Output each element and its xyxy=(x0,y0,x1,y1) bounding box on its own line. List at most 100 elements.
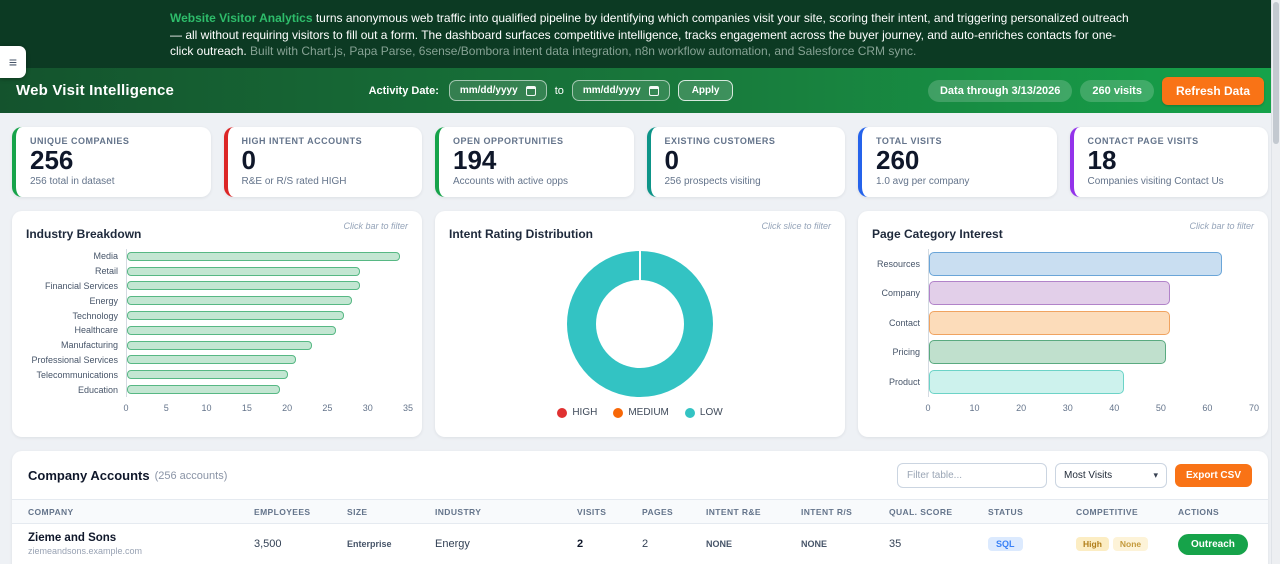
chart-bar-row: Resources xyxy=(872,249,1254,279)
axis-category-label: Manufacturing xyxy=(60,340,118,351)
actions-cell: Outreach xyxy=(1178,533,1252,555)
sort-select[interactable]: Most Visits ▾ xyxy=(1054,463,1167,488)
intro-text: Website Visitor Analytics turns anonymou… xyxy=(170,10,1130,60)
column-header[interactable]: VISITS xyxy=(577,506,607,517)
column-header[interactable]: EMPLOYEES xyxy=(254,506,311,517)
apply-button[interactable]: Apply xyxy=(677,80,734,101)
chart-bar[interactable] xyxy=(929,251,1222,276)
column-header[interactable]: INTENT R&E xyxy=(706,506,761,517)
chart-bar[interactable] xyxy=(127,281,360,291)
chart-bar[interactable] xyxy=(127,355,296,365)
axis-tick-label: 20 xyxy=(1016,402,1027,413)
chart-title: Industry Breakdown xyxy=(26,227,142,241)
chart-bar-track xyxy=(126,322,408,338)
chart-bar-track xyxy=(126,352,408,368)
kpi-label: CONTACT PAGE VISITS xyxy=(1087,136,1199,146)
intent-re-cell: NONE xyxy=(706,539,733,549)
main-content: UNIQUE COMPANIES 256 256 total in dataset H… xyxy=(0,113,1280,564)
page-category-chart: Page Category Interest Click bar to filt… xyxy=(858,211,1268,437)
header-right-group: Data through 3/13/2026 260 visits Refres… xyxy=(927,76,1264,105)
calendar-icon[interactable] xyxy=(525,85,536,96)
chart-bar[interactable] xyxy=(127,385,280,395)
axis-category-label: Technology xyxy=(72,310,118,321)
scrollbar[interactable] xyxy=(1271,0,1280,564)
date-range-to-label: to xyxy=(554,84,564,97)
chart-bar[interactable] xyxy=(929,281,1171,306)
column-header[interactable]: ACTIONS xyxy=(1178,506,1220,517)
axis-category-label: Product xyxy=(888,376,920,387)
refresh-data-button[interactable]: Refresh Data xyxy=(1161,76,1264,105)
chart-hint: Click bar to filter xyxy=(1189,221,1254,231)
outreach-button[interactable]: Outreach xyxy=(1178,533,1248,555)
axis-category-label: Resources xyxy=(876,258,920,269)
kpi-card: EXISTING CUSTOMERS 0 256 prospects visitin… xyxy=(646,127,845,197)
company-cell: Zieme and Sons ziemeandsons.example.com xyxy=(28,531,254,557)
chart-bar[interactable] xyxy=(127,296,352,306)
chart-bar-row: Company xyxy=(872,278,1254,308)
axis-tick-label: 60 xyxy=(1202,402,1213,413)
chart-bar[interactable] xyxy=(127,266,360,276)
chart-bar[interactable] xyxy=(127,311,344,321)
data-through-badge: Data through 3/13/2026 xyxy=(927,79,1073,102)
column-header[interactable]: INDUSTRY xyxy=(435,506,482,517)
date-from-input[interactable]: mm/dd/yyyy xyxy=(448,80,547,101)
kpi-value: 0 xyxy=(241,145,256,175)
column-header[interactable]: COMPANY xyxy=(28,506,74,517)
legend-item[interactable]: LOW xyxy=(684,407,723,418)
status-cell: SQL xyxy=(988,537,1076,551)
activity-date-label: Activity Date: xyxy=(368,84,439,97)
axis-category-label: Media xyxy=(93,251,118,262)
chart-bar-track xyxy=(126,382,408,397)
column-header[interactable]: PAGES xyxy=(642,506,674,517)
scrollbar-thumb[interactable] xyxy=(1273,2,1279,144)
kpi-card: OPEN OPPORTUNITIES 194 Accounts with activ… xyxy=(435,127,634,197)
calendar-icon[interactable] xyxy=(648,85,659,96)
chart-bar[interactable] xyxy=(127,251,400,261)
chart-bar-row: Energy xyxy=(26,293,408,309)
legend-item[interactable]: HIGH xyxy=(557,407,597,418)
chart-bar-row: Telecommunications xyxy=(26,367,408,383)
table-row[interactable]: Zieme and Sons ziemeandsons.example.com 3,… xyxy=(12,524,1268,564)
axis-category-label: Telecommunications xyxy=(36,369,118,380)
company-name[interactable]: Zieme and Sons xyxy=(28,532,117,544)
kpi-value: 194 xyxy=(453,145,497,175)
doughnut-chart[interactable] xyxy=(567,251,713,397)
chart-bar-track xyxy=(928,308,1254,338)
chart-bar-row: Product xyxy=(872,367,1254,397)
menu-icon: ≡ xyxy=(8,54,18,70)
chart-bar[interactable] xyxy=(929,310,1171,335)
chart-legend: HIGH MEDIUM LOW xyxy=(557,407,723,418)
axis-tick-label: 40 xyxy=(1109,402,1120,413)
axis-category-label: Healthcare xyxy=(74,325,118,336)
competitive-badge: High xyxy=(1076,537,1109,551)
kpi-card: CONTACT PAGE VISITS 18 Companies visiting … xyxy=(1069,127,1268,197)
column-header[interactable]: SIZE xyxy=(347,506,368,517)
column-header[interactable]: COMPETITIVE xyxy=(1076,506,1139,517)
page-title: Web Visit Intelligence xyxy=(16,82,175,99)
chart-bar[interactable] xyxy=(127,370,288,380)
chart-bar[interactable] xyxy=(127,340,312,350)
export-csv-button[interactable]: Export CSV xyxy=(1174,464,1252,487)
chart-bar[interactable] xyxy=(929,369,1124,394)
kpi-value: 18 xyxy=(1087,145,1117,175)
chart-bar[interactable] xyxy=(127,325,336,335)
legend-item[interactable]: MEDIUM xyxy=(613,407,669,418)
column-header[interactable]: QUAL. SCORE xyxy=(889,506,953,517)
axis-tick-label: 0 xyxy=(123,402,129,413)
sidebar-toggle-button[interactable]: ≡ xyxy=(0,46,26,78)
legend-label: HIGH xyxy=(572,407,598,418)
column-header[interactable]: INTENT R/S xyxy=(801,506,853,517)
chart-hint: Click slice to filter xyxy=(761,221,831,231)
kpi-card: UNIQUE COMPANIES 256 256 total in dataset xyxy=(12,127,211,197)
kpi-value: 260 xyxy=(876,145,920,175)
column-header[interactable]: STATUS xyxy=(988,506,1024,517)
date-to-input[interactable]: mm/dd/yyyy xyxy=(571,80,670,101)
intro-muted: Built with Chart.js, Papa Parse, 6sense/… xyxy=(246,44,917,58)
status-badge: SQL xyxy=(988,537,1023,551)
bar-plot-area: Resources Company Contact Pricing Product xyxy=(872,249,1254,397)
kpi-subtitle: 1.0 avg per company xyxy=(876,175,970,187)
legend-color-dot xyxy=(557,407,568,418)
chart-bar[interactable] xyxy=(929,340,1166,365)
kpi-subtitle: 256 prospects visiting xyxy=(664,175,761,187)
filter-table-input[interactable] xyxy=(896,463,1047,488)
